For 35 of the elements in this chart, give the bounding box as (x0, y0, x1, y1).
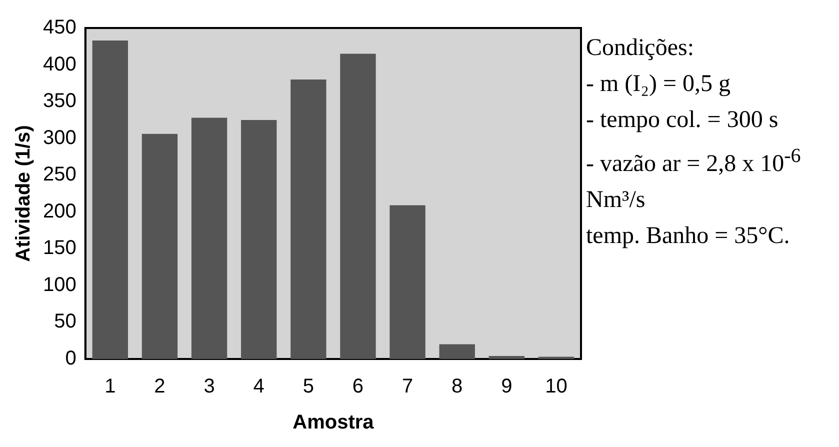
x-tick-label: 5 (302, 376, 314, 398)
bar (488, 356, 524, 359)
x-tick-label: 1 (104, 376, 116, 398)
x-tick-label: 10 (545, 376, 568, 398)
text: temp. Banho = 35°C. (586, 222, 791, 251)
y-tick-label: 50 (54, 310, 76, 333)
bar (142, 134, 178, 359)
bar (390, 205, 426, 359)
x-tick-label: 8 (452, 376, 463, 398)
x-axis-title: Amostra (292, 412, 375, 434)
y-tick-label: 400 (42, 53, 76, 76)
y-tick-label: 300 (42, 126, 76, 149)
bar (340, 54, 376, 359)
y-tick-label: 250 (42, 164, 76, 186)
x-tick-label: 2 (154, 376, 166, 398)
y-tick-label: 450 (42, 16, 76, 39)
y-axis-title: Atividade (1/s) (12, 125, 35, 262)
x-tick-label: 9 (501, 376, 512, 398)
bar (240, 120, 277, 359)
x-tick-label: 6 (352, 376, 364, 398)
y-tick-label: 200 (42, 200, 76, 222)
x-tick-label: 7 (402, 376, 414, 398)
y-tick-label: 100 (42, 274, 76, 296)
y-tick-label: 350 (42, 90, 76, 112)
y-tick-label: 150 (42, 237, 76, 260)
bar (191, 118, 228, 359)
bar (92, 40, 128, 359)
text: - m (I₂) = 0,5 g (586, 70, 732, 99)
bar (439, 344, 475, 359)
text: - tempo col. = 300 s (586, 106, 780, 135)
text: Condições: (586, 34, 695, 63)
y-tick-label: 0 (65, 348, 76, 370)
x-tick-label: 3 (204, 376, 215, 398)
x-tick-label: 4 (253, 376, 264, 398)
bar (290, 79, 326, 359)
